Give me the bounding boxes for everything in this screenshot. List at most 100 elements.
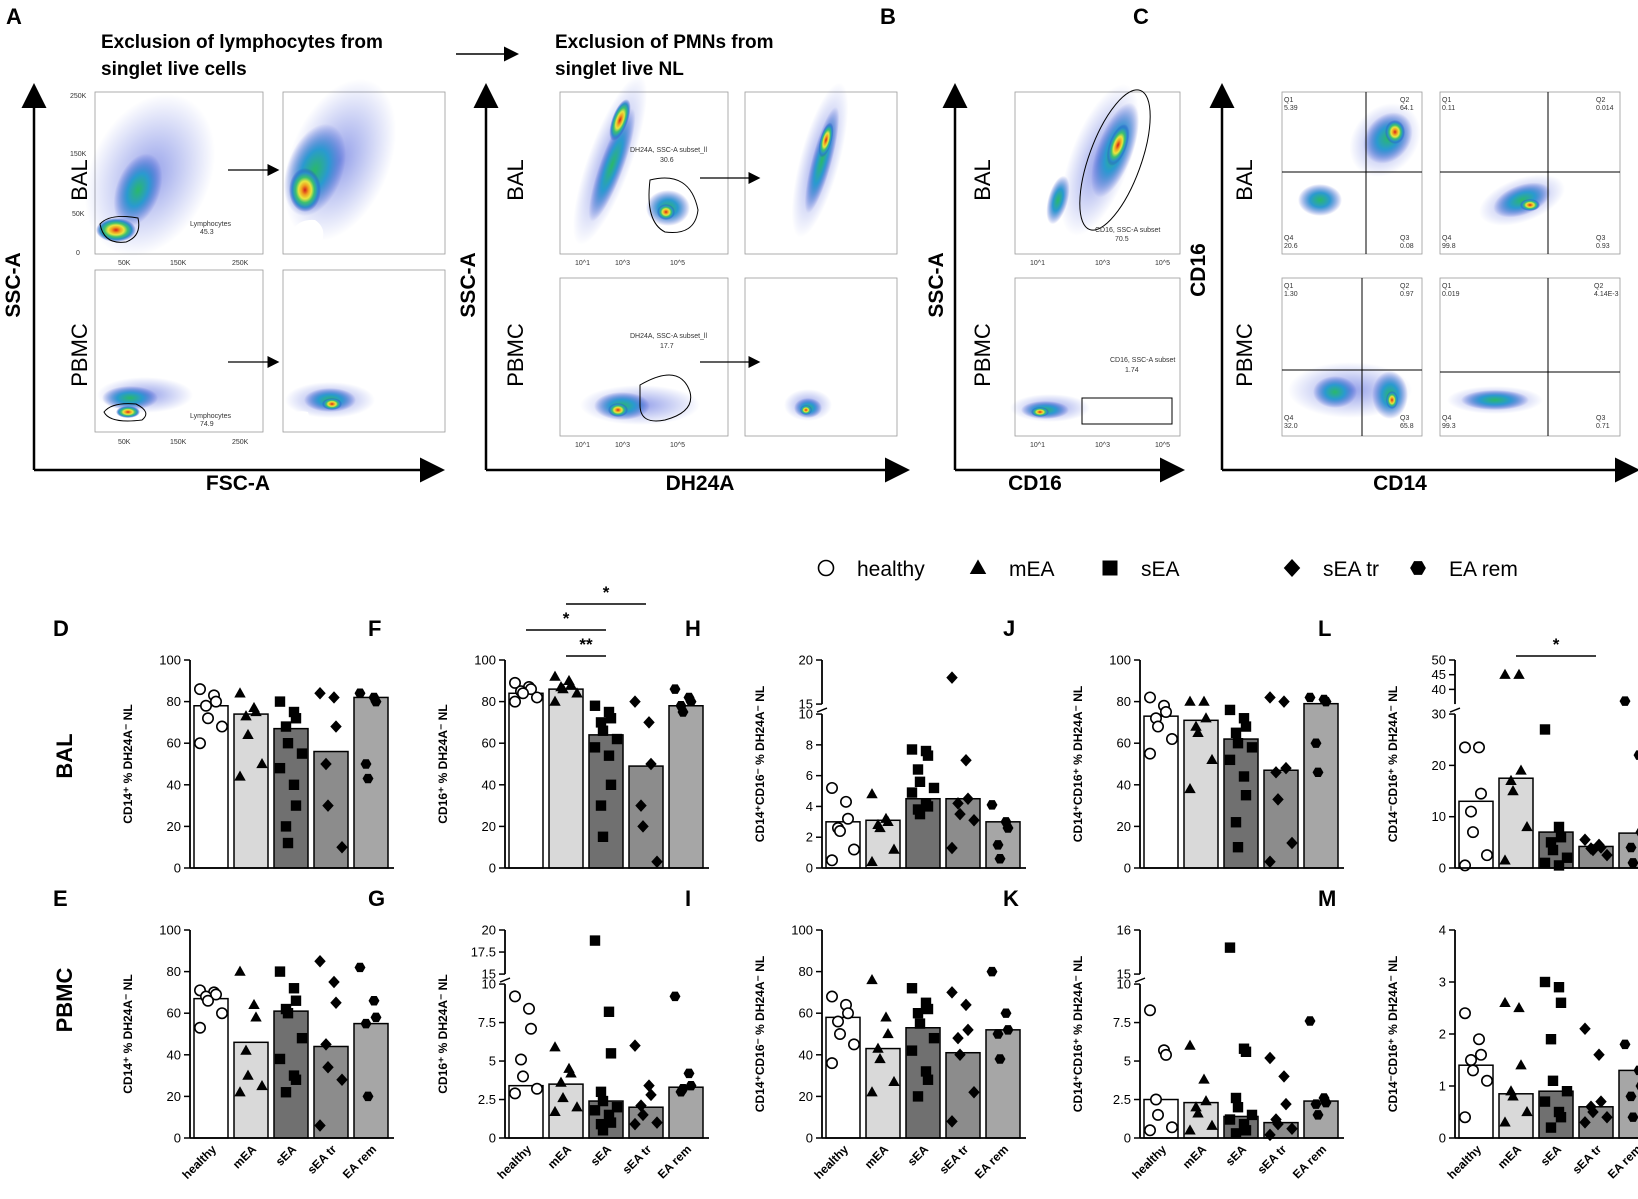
panel-letter-d: D [53,616,69,641]
quad-bal2-q4: Q4 [1442,235,1451,242]
category-label-K: mEA [1180,1142,1209,1171]
panel-letter-b: B [880,4,896,29]
data-point-J-mEA [1184,782,1196,794]
data-point-K-EA_rem [1320,1097,1332,1108]
data-point-D-EA_rem [370,696,382,707]
data-point-F-sEA [603,706,615,718]
data-point-H-healthy [825,781,838,794]
data-point-M-healthy [1465,1054,1478,1067]
data-point-J-sEA [1238,771,1250,782]
row-label-bal-a2: BAL [503,159,528,201]
ssc-tick: 0 [76,250,80,257]
quad-pbmc2-q3: Q3 [1596,415,1605,422]
data-point-H-healthy [841,812,854,825]
data-point-E-mEA [256,1080,268,1091]
tissue-label-bal: BAL [52,733,77,778]
y-tick-label-I: 60 [799,1006,813,1021]
quad-bal1-v1: 5.39 [1284,105,1298,112]
log-tick: 10^5 [1155,260,1170,267]
y-tick-label-G: 5 [489,1054,496,1069]
category-label-G: EA rem [655,1142,694,1181]
panel-letter-k: K [1003,886,1019,911]
data-point-J-sEA [1232,738,1244,749]
data-point-M-sEA [1555,1112,1567,1123]
data-point-G-healthy [508,1087,521,1100]
data-point-E-sEA [282,1008,294,1019]
data-point-I-EA_rem [994,1054,1006,1064]
bar-I-EA_rem [985,1029,1021,1139]
data-point-I-sEA [912,1091,924,1102]
data-point-L-healthy [1475,787,1488,800]
header-left-line2: singlet live cells [101,59,247,80]
data-point-K-EA_rem [1312,1110,1324,1120]
y-tick-label-F: 100 [474,653,496,668]
quad-pbmc1-v2: 0.97 [1400,291,1414,298]
data-point-L-EA_rem [1619,696,1631,706]
quad-bal1-v2: 64.1 [1400,105,1414,112]
data-point-H-mEA [874,822,886,833]
data-point-D-mEA [234,770,246,781]
data-point-J-sEA_tr [1280,761,1292,775]
data-point-I-healthy [831,1015,844,1028]
data-point-K-healthy [1160,1048,1173,1061]
data-point-I-EA_rem [986,966,998,977]
data-point-J-sEA [1232,842,1244,853]
y-axis-label-D: CD14⁺ % DH24A⁻ NL [121,704,135,823]
data-point-K-sEA [1224,942,1236,953]
data-point-H-healthy [825,854,838,867]
data-point-I-sEA_tr [946,986,958,999]
data-point-G-sEA_tr [651,1116,663,1129]
data-point-D-healthy [200,699,213,712]
data-point-M-healthy [1459,1111,1472,1124]
data-point-L-EA_rem [1625,842,1637,853]
legend-label-mEA: mEA [1009,558,1055,581]
y-tick-label-H: 20 [799,653,813,668]
flow-plot-dh24a-pbmc: DH24A, SSC-A subset_ll 17.7 [559,277,729,437]
data-point-E-mEA [250,1011,262,1022]
gate-text-cd16-bal-name: CD16, SSC-A subset [1095,227,1160,234]
category-label-I: EA rem [972,1142,1011,1181]
y-tick-label-H: 2 [806,830,813,845]
log-tick: 10^1 [575,260,590,267]
data-point-H-sEA_tr [954,807,966,821]
data-point-D-healthy [210,695,223,708]
chart-panel-E: E 0 20 40 60 80 100 CD14⁺ % DH24A⁻ NL healthy mEA… [53,886,394,1182]
data-point-I-mEA [882,1028,894,1039]
legend-label-healthy: healthy [857,558,925,581]
data-point-E-sEA [274,966,286,977]
data-point-J-sEA [1224,704,1236,716]
data-point-D-sEA [296,748,308,759]
gate-text-lymph-bal-value: 45.3 [200,229,214,236]
data-point-H-mEA [888,843,900,854]
flow-plot-quad-bal-2: Q1 0.11 Q2 0.014 Q4 99.8 Q3 0.93 [1439,91,1621,255]
bar-G-EA_rem [668,1086,704,1139]
data-point-E-mEA [234,1086,246,1097]
category-label-G: mEA [545,1142,574,1171]
data-point-K-sEA [1246,1109,1258,1121]
data-point-E-EA_rem [368,995,380,1006]
quad-bal2-v3: 0.93 [1596,243,1610,250]
data-point-K-EA_rem [1304,1016,1316,1026]
data-point-M-healthy [1475,1048,1488,1061]
data-point-F-mEA [571,687,583,698]
data-point-H-sEA [914,808,926,820]
data-point-I-sEA_tr [960,998,972,1012]
category-label-K: EA rem [1290,1142,1329,1181]
quad-pbmc2-q2: Q2 [1594,283,1603,290]
y-tick-label-F: 40 [482,777,496,792]
gating-tick-labels: 0 50K 150K 250K 50K 150K 250K 50K 150K 2… [70,93,1170,449]
chart-panel-I: I 0 20 40 60 80 100 CD14⁺CD16⁻ % DH24A⁻ NL healt… [685,886,1026,1182]
y-tick-label-M: 1 [1439,1079,1446,1094]
log-tick: 10^5 [1155,442,1170,449]
data-point-F-sEA_tr [637,820,649,833]
y-tick-label-D: 60 [167,736,181,751]
quad-pbmc2-v3: 0.71 [1596,423,1610,430]
fsc-tick: 250K [232,260,249,267]
ssc-axis-label-a: SSC-A [2,252,25,317]
quad-pbmc1-q4: Q4 [1284,415,1293,422]
data-point-M-mEA [1507,1090,1519,1101]
data-point-D-sEA [280,821,292,832]
chart-panel-D: D 0 20 40 60 80 100 CD14⁺ % DH24A⁻ NL [53,616,394,876]
data-point-D-healthy [194,737,207,750]
